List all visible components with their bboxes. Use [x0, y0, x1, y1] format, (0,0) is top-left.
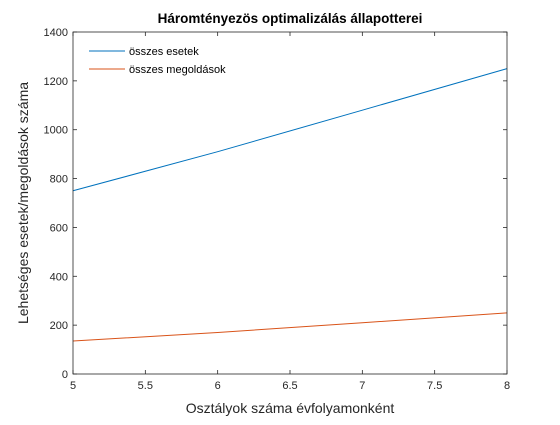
x-tick-label: 8 [504, 380, 510, 392]
y-tick-label: 800 [50, 174, 68, 186]
chart-title: Háromtényezös optimalizálás állapotterei [158, 11, 423, 26]
x-tick-label: 6.5 [282, 380, 297, 392]
x-tick-label: 5 [70, 380, 76, 392]
x-tick-label: 7.5 [427, 380, 442, 392]
x-axis-label: Osztályok száma évfolyamonként [186, 400, 395, 416]
y-tick-label: 400 [50, 271, 68, 283]
x-tick-label: 6 [215, 380, 221, 392]
y-tick-label: 600 [50, 222, 68, 234]
y-tick-label: 0 [62, 369, 68, 381]
y-axis-label: Lehetséges esetek/megoldások száma [15, 82, 31, 324]
y-tick-label: 1000 [44, 125, 68, 137]
legend-label-2: összes megoldások [129, 64, 226, 76]
plot-area [73, 32, 507, 374]
x-tick-label: 5.5 [138, 380, 153, 392]
y-tick-label: 1200 [44, 76, 68, 88]
y-tick-label: 200 [50, 320, 68, 332]
x-tick-label: 7 [359, 380, 365, 392]
legend-label-1: összes esetek [129, 46, 199, 58]
y-tick-label: 1400 [44, 27, 68, 39]
